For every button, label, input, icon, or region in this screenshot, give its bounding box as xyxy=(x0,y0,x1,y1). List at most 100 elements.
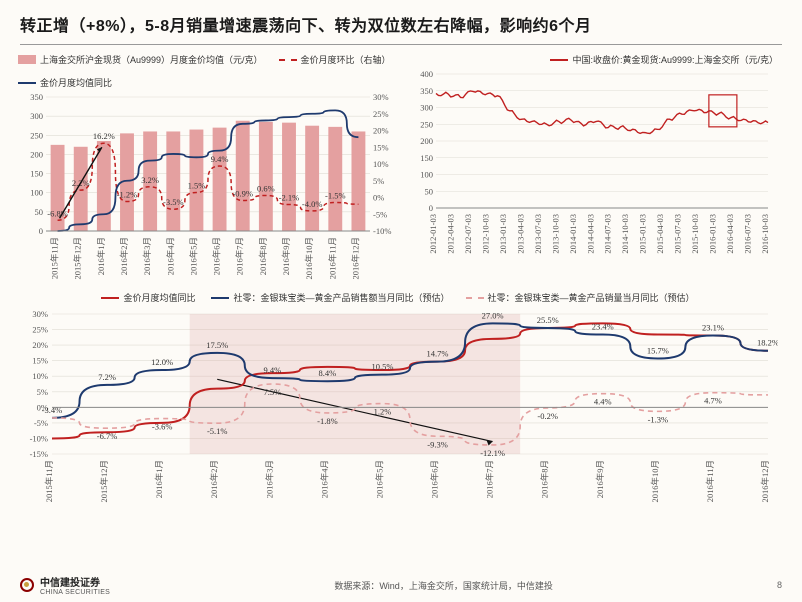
svg-text:2015年12月: 2015年12月 xyxy=(99,460,109,503)
svg-text:4.4%: 4.4% xyxy=(594,397,612,407)
legend-tl: 上海金交所沪金现货（Au9999）月度金价均值（元/克） 金价月度环比（右轴） … xyxy=(18,49,398,91)
legend-b2-label: 社零：金银珠宝类—黄金产品销售额当月同比（预估） xyxy=(233,291,449,304)
svg-text:7.5%: 7.5% xyxy=(263,387,281,397)
legend-b3-label: 社零：金银珠宝类—黄金产品销量当月同比（预估） xyxy=(488,291,695,304)
svg-text:-0.2%: -0.2% xyxy=(537,411,558,421)
svg-text:2014-01-03: 2014-01-03 xyxy=(568,214,578,254)
page-number: 8 xyxy=(777,580,782,590)
legend-line-swatch xyxy=(18,82,36,84)
svg-text:400: 400 xyxy=(420,69,433,79)
svg-text:250: 250 xyxy=(30,130,43,140)
svg-text:25.5%: 25.5% xyxy=(537,315,559,325)
svg-text:10%: 10% xyxy=(32,371,48,381)
svg-text:50: 50 xyxy=(425,186,434,196)
svg-text:2016年10月: 2016年10月 xyxy=(304,237,314,280)
svg-text:-4.0%: -4.0% xyxy=(302,199,323,209)
svg-text:-15%: -15% xyxy=(30,449,48,459)
svg-text:2015-01-03: 2015-01-03 xyxy=(638,214,648,254)
svg-text:-1.5%: -1.5% xyxy=(325,191,346,201)
svg-text:2016年10月: 2016年10月 xyxy=(650,460,660,503)
svg-text:25%: 25% xyxy=(32,325,48,335)
svg-text:2016年3月: 2016年3月 xyxy=(142,237,152,275)
svg-text:300: 300 xyxy=(30,111,43,121)
svg-text:2016年12月: 2016年12月 xyxy=(350,237,360,280)
svg-text:0%: 0% xyxy=(373,193,384,203)
chart-top-left: 上海金交所沪金现货（Au9999）月度金价均值（元/克） 金价月度环比（右轴） … xyxy=(18,49,398,279)
svg-text:2016年3月: 2016年3月 xyxy=(264,460,274,498)
svg-text:20%: 20% xyxy=(32,340,48,350)
svg-text:1.5%: 1.5% xyxy=(188,180,206,190)
svg-text:-9.3%: -9.3% xyxy=(427,439,448,449)
chart-top-right: 中国:收盘价:黄金现货:Au9999:上海金交所（元/克） 0501001502… xyxy=(408,49,778,279)
svg-text:2016年6月: 2016年6月 xyxy=(430,460,440,498)
svg-text:15%: 15% xyxy=(373,142,389,152)
svg-text:2014-04-03: 2014-04-03 xyxy=(585,214,595,254)
svg-text:2012-01-03: 2012-01-03 xyxy=(428,214,438,254)
legend-b1-label: 金价月度均值同比 xyxy=(123,291,195,304)
svg-text:-3.4%: -3.4% xyxy=(42,405,63,415)
svg-text:-2.1%: -2.1% xyxy=(279,193,300,203)
svg-text:5%: 5% xyxy=(37,387,48,397)
svg-text:2016年1月: 2016年1月 xyxy=(154,460,164,498)
svg-text:2014-10-03: 2014-10-03 xyxy=(620,214,630,254)
svg-text:2016年12月: 2016年12月 xyxy=(760,460,770,503)
svg-text:2012-07-03: 2012-07-03 xyxy=(463,214,473,254)
svg-text:-3.6%: -3.6% xyxy=(152,422,173,432)
legend-b2-swatch xyxy=(211,297,229,299)
svg-text:-12.1%: -12.1% xyxy=(480,448,505,458)
svg-text:-5.1%: -5.1% xyxy=(207,426,228,436)
svg-text:2016年5月: 2016年5月 xyxy=(188,237,198,275)
svg-text:20%: 20% xyxy=(373,126,389,136)
svg-text:2015年12月: 2015年12月 xyxy=(73,237,83,280)
svg-text:2015年11月: 2015年11月 xyxy=(50,237,60,279)
svg-text:2016年8月: 2016年8月 xyxy=(258,237,268,275)
svg-text:2016-07-03: 2016-07-03 xyxy=(743,214,753,254)
svg-text:2016-04-03: 2016-04-03 xyxy=(725,214,735,254)
svg-text:200: 200 xyxy=(420,136,433,146)
svg-text:-5%: -5% xyxy=(34,418,48,428)
svg-text:15%: 15% xyxy=(32,356,48,366)
chart-b-svg: -15%-10%-5%0%5%10%15%20%25%30%-3.4%7.2%1… xyxy=(18,306,778,506)
svg-text:2016年2月: 2016年2月 xyxy=(119,237,129,275)
svg-text:16.2%: 16.2% xyxy=(93,131,115,141)
svg-text:-0.9%: -0.9% xyxy=(232,189,253,199)
svg-text:2015-04-03: 2015-04-03 xyxy=(655,214,665,254)
svg-text:10.5%: 10.5% xyxy=(371,362,393,372)
svg-text:-5%: -5% xyxy=(373,209,387,219)
svg-text:5%: 5% xyxy=(373,176,384,186)
svg-text:2016年7月: 2016年7月 xyxy=(235,237,245,275)
chart-tr-svg: 0501001502002503003504002012-01-032012-0… xyxy=(408,68,778,258)
svg-text:-1.8%: -1.8% xyxy=(317,416,338,426)
company-logo: 中信建投证券 CHINA SECURITIES xyxy=(20,574,110,596)
svg-text:2016年4月: 2016年4月 xyxy=(319,460,329,498)
svg-text:23.4%: 23.4% xyxy=(592,322,614,332)
legend-b3-swatch xyxy=(466,297,484,299)
svg-text:2015-10-03: 2015-10-03 xyxy=(690,214,700,254)
svg-text:23.1%: 23.1% xyxy=(702,322,724,332)
svg-text:3.2%: 3.2% xyxy=(141,175,159,185)
svg-text:2016年2月: 2016年2月 xyxy=(209,460,219,498)
svg-text:9.4%: 9.4% xyxy=(263,365,281,375)
svg-text:350: 350 xyxy=(420,86,433,96)
slide-title: 转正增（+8%），5-8月销量增速震荡向下、转为双位数左右降幅，影响约6个月 xyxy=(0,0,802,44)
svg-text:2016年4月: 2016年4月 xyxy=(165,237,175,275)
svg-text:300: 300 xyxy=(420,103,433,113)
svg-text:0: 0 xyxy=(39,226,43,236)
data-source: 数据来源：Wind，上海金交所，国家统计局，中信建投 xyxy=(334,579,553,592)
svg-text:0.6%: 0.6% xyxy=(257,183,275,193)
svg-text:150: 150 xyxy=(420,153,433,163)
svg-text:30%: 30% xyxy=(373,92,389,102)
svg-text:100: 100 xyxy=(30,188,43,198)
svg-text:2012-10-03: 2012-10-03 xyxy=(480,214,490,254)
svg-text:-1.3%: -1.3% xyxy=(648,414,669,424)
logo-text-en: CHINA SECURITIES xyxy=(40,589,110,596)
svg-text:-10%: -10% xyxy=(373,226,391,236)
svg-text:2014-07-03: 2014-07-03 xyxy=(603,214,613,254)
svg-text:2015-07-03: 2015-07-03 xyxy=(673,214,683,254)
legend-line-label: 金价月度均值同比 xyxy=(40,76,112,89)
svg-text:250: 250 xyxy=(420,119,433,129)
svg-text:15.7%: 15.7% xyxy=(647,345,669,355)
svg-text:150: 150 xyxy=(30,169,43,179)
svg-text:-3.5%: -3.5% xyxy=(163,197,184,207)
svg-text:18.2%: 18.2% xyxy=(757,338,778,348)
